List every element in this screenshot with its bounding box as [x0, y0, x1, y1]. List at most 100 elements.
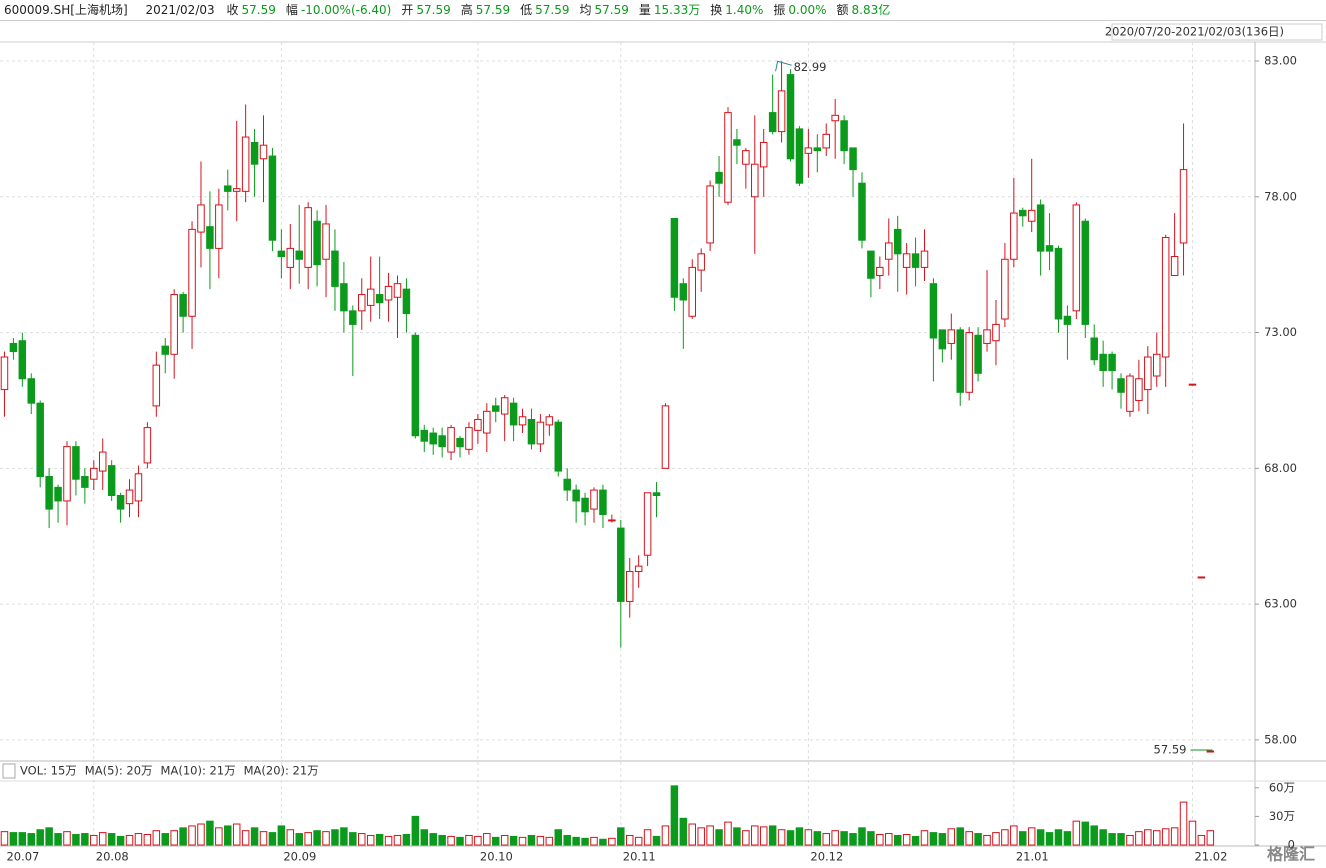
- volume-legend: VOL: 15万: [20, 764, 77, 778]
- candle-body: [1063, 315, 1072, 325]
- candle-body: [188, 228, 196, 317]
- field-label: 开: [401, 3, 414, 17]
- candle-body: [268, 155, 277, 241]
- candle-body: [197, 204, 205, 233]
- candle-body: [822, 133, 830, 149]
- candle-body: [1099, 353, 1107, 372]
- volume-bar: [1117, 833, 1125, 846]
- x-tick-label: 20.12: [810, 850, 843, 864]
- volume-bar: [1072, 820, 1081, 846]
- candle-body: [706, 185, 714, 244]
- volume-bar: [170, 830, 178, 846]
- candle-body: [170, 294, 178, 355]
- volume-bar: [768, 825, 777, 846]
- volume-bar: [197, 823, 205, 846]
- volume-bar: [224, 825, 232, 846]
- candle-body: [1152, 353, 1161, 377]
- volume-bar: [161, 833, 169, 846]
- candle-body: [751, 163, 759, 198]
- volume-bar: [1027, 827, 1036, 846]
- volume-bar: [893, 834, 902, 846]
- candle-body: [804, 147, 813, 154]
- candle-body: [18, 340, 27, 380]
- candle-body: [768, 112, 777, 133]
- volume-bar: [840, 831, 848, 846]
- candle-body: [98, 451, 107, 472]
- candle-body: [733, 139, 741, 146]
- volume-bar: [63, 831, 71, 846]
- panel-toggle[interactable]: [2, 763, 16, 779]
- volume-bar: [1197, 834, 1206, 846]
- candle-body: [554, 421, 563, 472]
- volume-legend: MA(10): 21万: [161, 764, 236, 778]
- field-value: 57.59: [475, 3, 511, 17]
- volume-bar: [804, 829, 813, 846]
- candle-body: [411, 334, 420, 437]
- candle-body: [617, 527, 625, 602]
- volume-bar: [438, 834, 446, 846]
- volume-bar: [143, 834, 152, 846]
- volume-tick-label: 60万: [1269, 780, 1295, 794]
- candle-body: [1108, 353, 1116, 372]
- candle-body: [81, 475, 89, 488]
- field-value: 57.59: [241, 3, 276, 17]
- candle-body: [527, 418, 536, 445]
- volume-bar: [420, 829, 429, 846]
- volume-bar: [268, 832, 277, 846]
- candle-body: [438, 435, 446, 448]
- volume-bar: [0, 831, 9, 846]
- candle-body: [1179, 169, 1188, 244]
- field-label: 换: [710, 3, 723, 17]
- candle-body: [63, 446, 71, 502]
- range-box[interactable]: [1111, 23, 1323, 41]
- volume-bar: [116, 835, 125, 846]
- y-tick-label: 83.00: [1264, 54, 1297, 68]
- candle-body: [72, 446, 80, 480]
- x-tick-label: 21.02: [1194, 850, 1227, 864]
- annotation: 57.59: [1154, 743, 1187, 757]
- candle-body: [349, 310, 357, 325]
- candle-body: [429, 432, 437, 445]
- volume-bar: [313, 830, 321, 846]
- y-tick-label: 78.00: [1264, 189, 1297, 203]
- volume-bar: [670, 785, 679, 846]
- volume-bar: [456, 836, 464, 846]
- field-label: 收: [226, 3, 239, 17]
- candle-body: [54, 486, 62, 502]
- candle-body: [366, 288, 375, 306]
- candle-body: [384, 285, 393, 301]
- volume-bar: [849, 833, 857, 846]
- candle-body: [849, 147, 857, 171]
- candle-body: [911, 253, 920, 268]
- candle-body: [1206, 750, 1215, 753]
- volume-bar: [402, 834, 411, 846]
- candle-body: [125, 489, 134, 505]
- volume-tick-label: 30万: [1269, 809, 1295, 823]
- volume-bar: [36, 829, 44, 846]
- volume-bar: [259, 831, 268, 846]
- watermark: 格隆汇: [1267, 845, 1315, 864]
- candle-body: [500, 397, 509, 415]
- candle-body: [1090, 337, 1098, 361]
- field-label: 高: [460, 3, 473, 17]
- candle-body: [581, 497, 589, 513]
- volume-bar: [563, 834, 571, 846]
- candle-body: [992, 323, 1000, 342]
- candle-body: [688, 266, 697, 317]
- candle-body: [161, 345, 169, 355]
- candle-body: [232, 188, 241, 192]
- volume-bar: [241, 830, 250, 846]
- volume-bar: [384, 835, 393, 846]
- volume-bar: [956, 827, 964, 846]
- volume-bar: [724, 821, 732, 846]
- volume-bar: [733, 827, 741, 846]
- candle-body: [965, 332, 973, 393]
- volume-bar: [867, 831, 875, 846]
- candle-body: [902, 253, 911, 268]
- candle-body: [420, 429, 429, 442]
- field-label: 幅: [285, 3, 298, 17]
- volume-bar: [518, 836, 527, 846]
- candle-body: [929, 283, 938, 339]
- volume-bar: [331, 829, 339, 846]
